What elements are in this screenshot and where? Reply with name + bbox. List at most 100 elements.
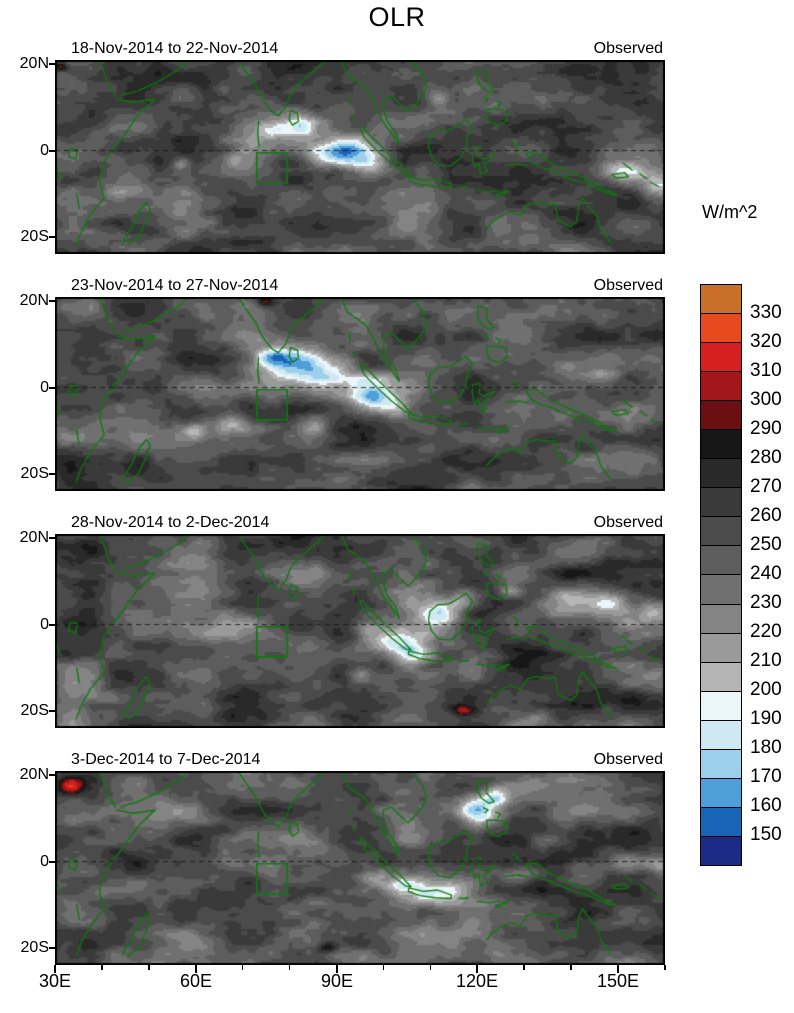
colorbar-segment xyxy=(701,604,741,634)
colorbar-tick-label: 290 xyxy=(750,418,782,439)
lat-tick-label-0: 0 xyxy=(40,616,49,633)
colorbar-tick-label: 330 xyxy=(750,302,782,323)
colorbar-tick-label: 320 xyxy=(750,331,782,352)
panel-date-range: 3-Dec-2014 to 7-Dec-2014 xyxy=(71,751,261,768)
colorbar-segment xyxy=(701,778,741,808)
axis-tick-mark xyxy=(49,473,55,475)
axis-tick-mark xyxy=(49,149,55,152)
colorbar-tick-label: 310 xyxy=(750,360,782,381)
axis-tick-mark xyxy=(148,965,150,970)
colorbar-segment xyxy=(701,691,741,721)
lat-tick-label-20n: 20N xyxy=(19,292,49,309)
axis-tick-mark xyxy=(429,965,432,970)
colorbar-tick-label: 240 xyxy=(750,563,782,584)
panel-date-range: 23-Nov-2014 to 27-Nov-2014 xyxy=(71,277,279,294)
panel-date-range: 18-Nov-2014 to 22-Nov-2014 xyxy=(71,40,279,57)
colorbar-tick-label: 160 xyxy=(750,795,782,816)
axis-tick-mark xyxy=(476,965,479,973)
map-area: 20N 0 20S xyxy=(20,55,665,254)
lat-tick-label-20s: 20S xyxy=(20,702,49,719)
panel-source-label: Observed xyxy=(593,514,663,531)
axis-tick-mark xyxy=(664,965,666,970)
colorbar-tick-label: 180 xyxy=(750,737,782,758)
axis-tick-mark xyxy=(49,947,55,949)
colorbar-segment xyxy=(701,720,741,750)
lat-tick-label-20n: 20N xyxy=(19,529,49,546)
olr-map-canvas xyxy=(55,297,665,491)
lat-tick-label-20s: 20S xyxy=(20,228,49,245)
axis-tick-mark xyxy=(523,965,525,970)
colorbar-tick-label: 170 xyxy=(750,766,782,787)
colorbar-segment xyxy=(701,372,741,402)
colorbar-tick-label: 190 xyxy=(750,708,782,729)
lat-tick-label-20n: 20N xyxy=(19,55,49,72)
map-area: 20N 0 20S xyxy=(20,766,665,965)
panel-header: 18-Nov-2014 to 22-Nov-2014 Observed xyxy=(55,38,665,58)
colorbar-segment xyxy=(701,807,741,837)
axis-tick-mark xyxy=(54,965,56,973)
olr-map-canvas xyxy=(55,534,665,728)
colorbar-segment xyxy=(701,836,741,865)
map-panel-3: 28-Nov-2014 to 2-Dec-2014 Observed 20N 0… xyxy=(0,512,794,728)
olr-map-canvas xyxy=(55,771,665,965)
colorbar-segment xyxy=(701,430,741,460)
axis-tick-mark xyxy=(49,386,55,389)
colorbar-tick-label: 270 xyxy=(750,476,782,497)
panel-header: 3-Dec-2014 to 7-Dec-2014 Observed xyxy=(55,749,665,769)
axis-tick-mark xyxy=(49,236,55,238)
panel-date-range: 28-Nov-2014 to 2-Dec-2014 xyxy=(71,514,270,531)
map-panel-4: 3-Dec-2014 to 7-Dec-2014 Observed 20N 0 … xyxy=(0,749,794,965)
axis-tick-mark xyxy=(101,965,103,970)
colorbar-segment xyxy=(701,546,741,576)
panel-source-label: Observed xyxy=(593,277,663,294)
lat-tick-label-0: 0 xyxy=(40,379,49,396)
map-area: 20N 0 20S xyxy=(20,292,665,491)
lat-tick-label-20s: 20S xyxy=(20,465,49,482)
colorbar-tick-label: 260 xyxy=(750,505,782,526)
colorbar-segment xyxy=(701,517,741,547)
axis-tick-mark xyxy=(288,965,291,970)
axis-tick-mark xyxy=(241,965,244,970)
colorbar-segment xyxy=(701,343,741,373)
colorbar-tick-label: 300 xyxy=(750,389,782,410)
panel-source-label: Observed xyxy=(593,751,663,768)
lon-tick-label-60e: 60E xyxy=(179,971,213,991)
colorbar-segment xyxy=(701,749,741,779)
lat-tick-label-0: 0 xyxy=(40,142,49,159)
axis-tick-mark xyxy=(49,300,55,302)
colorbar-segment xyxy=(701,285,741,315)
colorbar-segment xyxy=(701,633,741,663)
colorbar-segment xyxy=(701,488,741,518)
lon-tick-label-90e: 90E xyxy=(320,971,354,991)
axis-tick-mark xyxy=(570,965,572,970)
map-area: 20N 0 20S xyxy=(20,529,665,728)
map-panel-2: 23-Nov-2014 to 27-Nov-2014 Observed 20N … xyxy=(0,275,794,491)
lon-tick-label-30e: 30E xyxy=(38,971,72,991)
lon-tick-label-150e: 150E xyxy=(596,971,640,991)
lat-tick-label-20n: 20N xyxy=(19,766,49,783)
axis-tick-mark xyxy=(49,63,55,65)
colorbar-tick-label: 150 xyxy=(750,824,782,845)
lat-tick-label-0: 0 xyxy=(40,853,49,870)
panel-header: 23-Nov-2014 to 27-Nov-2014 Observed xyxy=(55,275,665,295)
colorbar-segment xyxy=(701,662,741,692)
colorbar-tick-label: 250 xyxy=(750,534,782,555)
colorbar-segment xyxy=(701,314,741,344)
axis-tick-mark xyxy=(335,965,338,973)
axis-tick-mark xyxy=(49,537,55,539)
figure-title: OLR xyxy=(368,2,426,32)
axis-tick-mark xyxy=(194,965,197,973)
panel-header: 28-Nov-2014 to 2-Dec-2014 Observed xyxy=(55,512,665,532)
olr-map-canvas xyxy=(55,60,665,254)
colorbar-segment xyxy=(701,401,741,431)
colorbar-tick-label: 280 xyxy=(750,447,782,468)
axis-tick-mark xyxy=(49,623,55,626)
colorbar-tick-labels: 330 320 310 300 290 280 270 260 250 240 230 220 210 2… xyxy=(750,284,794,864)
colorbar-tick-label: 200 xyxy=(750,679,782,700)
map-panel-1: 18-Nov-2014 to 22-Nov-2014 Observed 20N … xyxy=(0,38,794,254)
lon-tick-label-120e: 120E xyxy=(455,971,499,991)
colorbar-tick-label: 230 xyxy=(750,592,782,613)
panel-source-label: Observed xyxy=(593,40,663,57)
lat-tick-label-20s: 20S xyxy=(20,939,49,956)
